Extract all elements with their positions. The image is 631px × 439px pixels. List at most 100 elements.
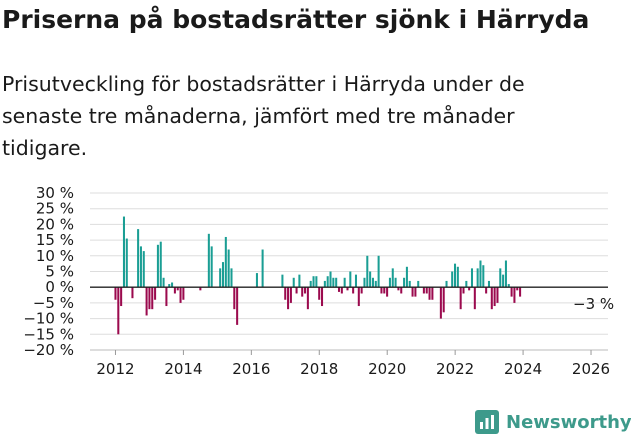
bar bbox=[386, 287, 389, 297]
bar bbox=[281, 274, 284, 288]
bar bbox=[388, 277, 391, 288]
bar bbox=[154, 287, 157, 300]
bar bbox=[165, 287, 168, 307]
bar bbox=[332, 277, 335, 288]
bar bbox=[148, 287, 151, 310]
bar bbox=[513, 287, 516, 303]
x-tick-label: 2020 bbox=[368, 360, 406, 378]
bar bbox=[422, 287, 425, 294]
bar bbox=[173, 287, 176, 294]
x-tick-label: 2012 bbox=[96, 360, 134, 378]
bar bbox=[510, 287, 513, 297]
bar bbox=[340, 287, 343, 294]
bar bbox=[142, 251, 145, 288]
bar bbox=[414, 287, 417, 297]
bar bbox=[408, 280, 411, 288]
bar bbox=[321, 287, 324, 307]
bar bbox=[490, 287, 493, 310]
bar bbox=[403, 277, 406, 288]
bar bbox=[230, 268, 233, 288]
y-tick-label: 5 % bbox=[45, 263, 74, 281]
bar bbox=[162, 277, 165, 288]
bar bbox=[312, 276, 315, 288]
bar bbox=[224, 236, 227, 288]
chart-axes bbox=[90, 286, 608, 355]
bar bbox=[337, 287, 341, 292]
bar bbox=[502, 274, 505, 288]
bar bbox=[397, 287, 400, 291]
bar bbox=[120, 287, 123, 307]
newsworthy-logo: Newsworthy bbox=[475, 407, 631, 437]
bar bbox=[137, 229, 140, 288]
bar bbox=[417, 280, 420, 288]
bar bbox=[405, 266, 408, 288]
bar bbox=[125, 238, 128, 288]
bar bbox=[329, 271, 332, 288]
bar bbox=[470, 268, 474, 288]
bar bbox=[371, 277, 374, 288]
y-tick-label: 15 % bbox=[36, 231, 74, 249]
bar-chart-logo-icon bbox=[475, 410, 499, 434]
bar bbox=[383, 287, 386, 294]
chart-grid bbox=[90, 192, 608, 351]
bar bbox=[445, 280, 448, 288]
bar bbox=[451, 271, 454, 288]
bar bbox=[261, 249, 264, 288]
bar bbox=[179, 287, 182, 303]
bar bbox=[462, 287, 465, 294]
bar bbox=[176, 287, 179, 291]
page-title: Priserna på bostadsrätter sjönk i Härryd… bbox=[2, 5, 590, 34]
bar bbox=[117, 287, 120, 335]
bar bbox=[210, 246, 213, 288]
bar bbox=[456, 266, 459, 288]
bar bbox=[493, 287, 496, 307]
x-tick-label: 2026 bbox=[572, 360, 610, 378]
bar bbox=[287, 287, 290, 310]
bar bbox=[473, 287, 476, 310]
bar bbox=[485, 287, 488, 294]
bar bbox=[394, 277, 397, 288]
bar bbox=[236, 287, 239, 325]
bar bbox=[207, 233, 210, 288]
bar bbox=[139, 246, 142, 288]
bar-chart: −20 %−15 %−10 %−5 %0 %5 %10 %15 %20 %25 … bbox=[23, 184, 614, 378]
bar bbox=[479, 260, 482, 288]
bar bbox=[366, 255, 369, 288]
bar bbox=[519, 287, 522, 297]
bar bbox=[468, 287, 471, 291]
bar bbox=[349, 271, 352, 288]
x-tick-label: 2018 bbox=[300, 360, 338, 378]
bar bbox=[504, 260, 507, 288]
x-tick-label: 2014 bbox=[164, 360, 202, 378]
bar bbox=[354, 274, 357, 288]
y-tick-label: 20 % bbox=[36, 215, 74, 233]
chart-labels: −20 %−15 %−10 %−5 %0 %5 %10 %15 %20 %25 … bbox=[23, 184, 614, 378]
bar bbox=[315, 276, 318, 288]
y-tick-label: −10 % bbox=[23, 310, 74, 328]
bar bbox=[391, 268, 394, 288]
bar bbox=[233, 287, 236, 310]
bar bbox=[487, 280, 490, 288]
bar bbox=[459, 287, 462, 310]
bar bbox=[255, 273, 258, 288]
bar bbox=[168, 284, 171, 288]
last-value-annotation: −3 % bbox=[573, 295, 614, 313]
bar bbox=[465, 280, 468, 288]
y-tick-label: −15 % bbox=[23, 325, 74, 343]
page-subtitle: Prisutveckling för bostadsrätter i Härry… bbox=[2, 72, 525, 160]
y-tick-label: −20 % bbox=[23, 341, 74, 359]
bar bbox=[431, 287, 434, 300]
bar bbox=[411, 287, 414, 297]
y-tick-label: 25 % bbox=[36, 200, 74, 218]
bar bbox=[318, 287, 321, 300]
bar bbox=[369, 271, 372, 288]
bar bbox=[114, 287, 117, 300]
bar bbox=[453, 263, 457, 288]
bar bbox=[159, 241, 162, 288]
bar bbox=[496, 287, 499, 303]
bar bbox=[323, 280, 326, 288]
bar bbox=[476, 268, 479, 288]
x-tick-label: 2016 bbox=[232, 360, 270, 378]
bar bbox=[516, 287, 519, 291]
bar bbox=[301, 287, 304, 297]
